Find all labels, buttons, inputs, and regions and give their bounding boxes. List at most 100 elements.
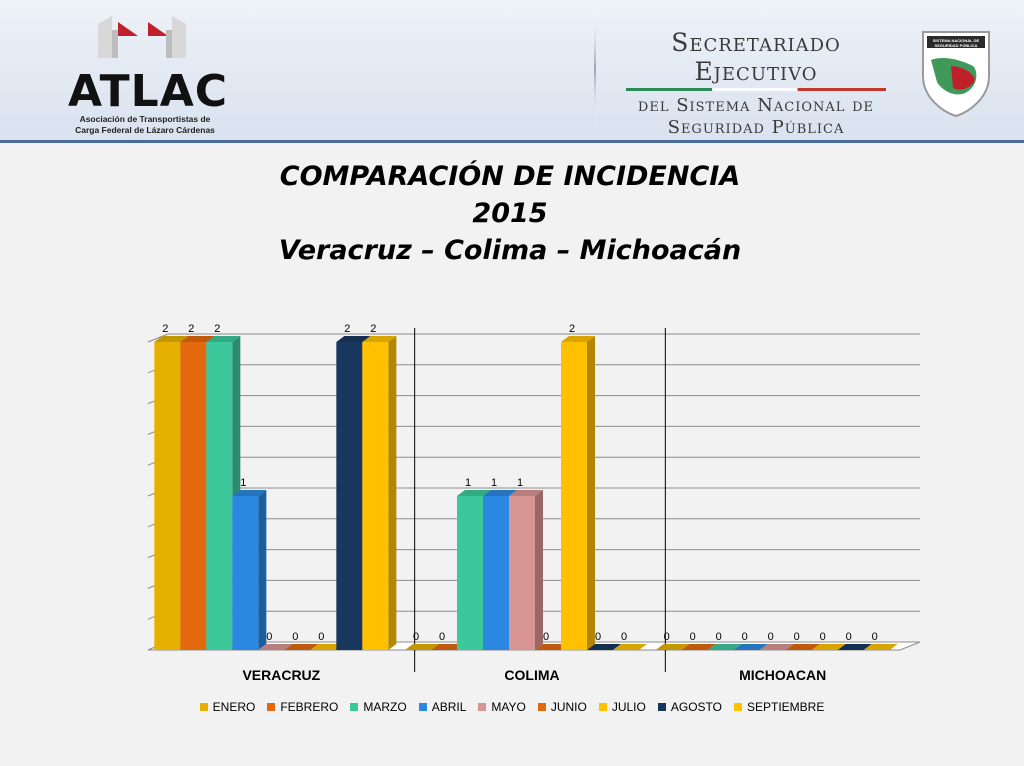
legend-swatch	[537, 703, 546, 711]
bar-top	[258, 644, 293, 650]
legend-swatch	[199, 703, 208, 711]
legend-item: ENERO	[199, 700, 256, 714]
atlac-wordmark: ATLAC	[68, 66, 229, 117]
category-label: COLIMA	[504, 667, 559, 683]
data-label: 0	[846, 631, 852, 643]
data-label: 2	[344, 323, 350, 335]
data-label: 0	[621, 631, 627, 643]
legend-label: ABRIL	[431, 700, 467, 714]
bar-top	[707, 644, 742, 650]
bar-top	[431, 644, 465, 650]
data-label: 1	[517, 477, 523, 489]
legend-label: MARZO	[363, 700, 407, 714]
bar-top	[232, 490, 267, 496]
bar-side	[587, 336, 595, 650]
data-label: 0	[872, 631, 878, 643]
legend-swatch	[267, 703, 276, 711]
legend-swatch	[733, 703, 742, 711]
bar-agosto	[336, 342, 363, 650]
sesnsp-shield-icon	[922, 31, 990, 118]
bar-top	[206, 336, 241, 342]
title-line2: 2015	[472, 198, 548, 229]
bar-top	[863, 644, 898, 650]
data-label: 0	[716, 631, 722, 643]
data-label: 0	[318, 631, 324, 643]
bar-febrero	[180, 342, 207, 650]
bar-side	[258, 490, 267, 650]
legend-label: AGOSTO	[670, 700, 722, 714]
legend-label: FEBRERO	[280, 700, 339, 714]
category-label: VERACRUZ	[242, 667, 320, 683]
data-label: 0	[292, 631, 298, 643]
legend-item: FEBRERO	[267, 700, 338, 714]
bar-marzo	[457, 496, 483, 650]
data-label: 0	[439, 631, 445, 643]
bar-side	[388, 336, 397, 650]
bar-septiembre	[362, 342, 389, 650]
data-label: 1	[240, 477, 246, 489]
bar-abril	[483, 496, 509, 650]
bar-top	[733, 644, 768, 650]
truck-emblem-icon	[98, 16, 186, 58]
tricolor-rule	[626, 88, 886, 91]
bar-top	[405, 644, 439, 650]
atlac-subtitle-line2: Carga Federal de Lázaro Cárdenas	[75, 125, 215, 135]
bar-top	[655, 644, 690, 650]
legend-swatch	[418, 703, 427, 711]
data-label: 0	[595, 631, 601, 643]
sesnsp-line3: Seguridad Pública	[667, 117, 845, 138]
legend-item: JULIO	[598, 700, 646, 714]
legend-label: SEPTIEMBRE	[746, 700, 825, 714]
bar-top	[561, 336, 595, 342]
data-label: 0	[768, 631, 774, 643]
legend-label: MAYO	[491, 700, 526, 714]
data-label: 0	[742, 631, 748, 643]
bar-mayo	[509, 496, 535, 650]
data-label: 0	[543, 631, 549, 643]
legend-item: MAYO	[478, 700, 526, 714]
bar-top	[587, 644, 621, 650]
bar-top	[362, 336, 397, 342]
bar-top	[457, 490, 491, 496]
title-line3: Veracruz – Colima – Michoacán	[278, 235, 742, 266]
bar-top	[310, 644, 345, 650]
bar-abril	[232, 496, 259, 650]
data-label: 0	[664, 631, 670, 643]
sesnsp-logo: Secretariado Ejecutivo del Sistema Nacio…	[606, 28, 906, 139]
atlac-subtitle-line1: Asociación de Transportistas de	[79, 114, 211, 124]
legend-label: ENERO	[212, 700, 256, 714]
data-label: 1	[465, 477, 471, 489]
data-label: 2	[569, 323, 575, 335]
chart-legend: ENERO FEBRERO MARZO ABRIL MAYO JUNIO JULIO AGOS…	[0, 700, 1024, 714]
data-label: 0	[266, 631, 272, 643]
legend-swatch	[598, 703, 607, 711]
sesnsp-title: Secretariado Ejecutivo	[671, 28, 841, 86]
data-label: 2	[370, 323, 376, 335]
legend-label: JUNIO	[550, 700, 587, 714]
bar-top	[785, 644, 820, 650]
bar-top	[811, 644, 846, 650]
header-banner: ATLAC Asociación de Transportistas de Ca…	[0, 0, 1024, 143]
data-label: 0	[820, 631, 826, 643]
title-line1: COMPARACIÓN DE INCIDENCIA	[279, 161, 741, 192]
legend-swatch	[478, 703, 487, 711]
data-label: 2	[188, 323, 194, 335]
gridline-diag	[147, 333, 169, 343]
bar-top	[759, 644, 794, 650]
bar-top	[509, 490, 543, 496]
bar-top	[154, 336, 189, 342]
data-label: 2	[214, 323, 220, 335]
legend-item: ABRIL	[418, 700, 467, 714]
data-label: 2	[162, 323, 168, 335]
header-divider	[594, 8, 596, 130]
legend-item: AGOSTO	[657, 700, 722, 714]
legend-item: MARZO	[350, 700, 407, 714]
bar-side	[535, 490, 543, 650]
data-label: 0	[794, 631, 800, 643]
bar-top	[336, 336, 371, 342]
bar-julio	[561, 342, 587, 650]
bar-top	[483, 490, 517, 496]
legend-swatch	[657, 703, 666, 711]
data-label: 0	[690, 631, 696, 643]
